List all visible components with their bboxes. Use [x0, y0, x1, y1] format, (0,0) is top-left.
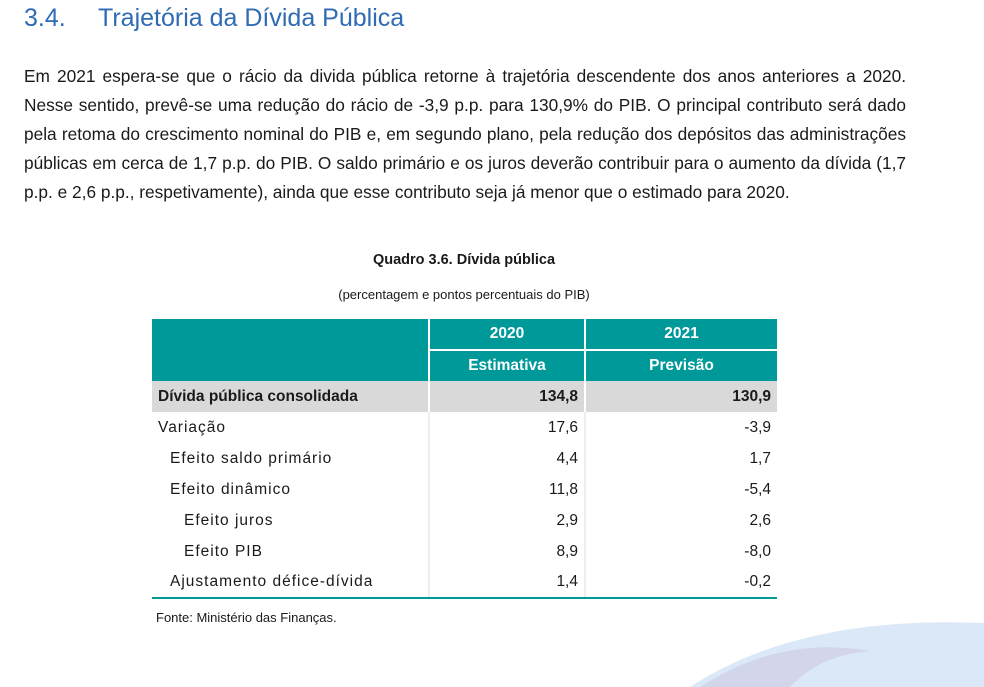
cell-2020: 2,9	[428, 505, 585, 536]
cell-2021: -5,4	[584, 474, 777, 505]
cell-2021: -3,9	[584, 412, 777, 443]
cell-2021: 1,7	[584, 443, 777, 474]
table-row: Variação 17,6 -3,9	[152, 412, 777, 443]
cell-2020: 11,8	[428, 474, 585, 505]
cell-2021: 130,9	[584, 381, 777, 412]
table-row: Efeito dinâmico 11,8 -5,4	[152, 474, 777, 505]
cell-2020: 8,9	[428, 536, 585, 567]
cell-2021: -8,0	[584, 536, 777, 567]
header-2020: 2020	[428, 319, 585, 351]
body-paragraph: Em 2021 espera-se que o rácio da divida …	[24, 66, 906, 202]
cell-2021: -0,2	[584, 567, 777, 599]
section-heading: 3.4. Trajetória da Dívida Pública	[24, 4, 404, 33]
header-2021: 2021	[584, 319, 777, 351]
header-estimativa: Estimativa	[428, 350, 585, 381]
table-caption: Quadro 3.6. Dívida pública	[372, 252, 556, 268]
cell-2020: 4,4	[428, 443, 585, 474]
row-label: Efeito saldo primário	[170, 449, 333, 467]
table-row: Efeito PIB 8,9 -8,0	[152, 536, 777, 567]
row-label: Variação	[158, 418, 227, 436]
row-label: Ajustamento défice-dívida	[152, 567, 429, 599]
section-number: 3.4.	[24, 4, 66, 32]
row-label: Dívida pública consolidada	[152, 381, 429, 412]
header-empty	[152, 319, 429, 381]
row-label: Efeito PIB	[184, 542, 263, 560]
cell-2020: 1,4	[428, 567, 585, 599]
table-row: Efeito juros 2,9 2,6	[152, 505, 777, 536]
row-label: Efeito dinâmico	[170, 480, 291, 498]
table-subcaption: (percentagem e pontos percentuais do PIB…	[338, 287, 590, 302]
cell-2020: 17,6	[428, 412, 585, 443]
cell-2020: 134,8	[428, 381, 585, 412]
decorative-swoosh	[690, 622, 984, 687]
table-row: Efeito saldo primário 4,4 1,7	[152, 443, 777, 474]
header-previsao: Previsão	[584, 350, 777, 381]
header-row-kinds: Estimativa Previsão	[152, 350, 777, 381]
table-row: Dívida pública consolidada 134,8 130,9	[152, 381, 777, 412]
row-label: Efeito juros	[184, 511, 274, 529]
cell-2021: 2,6	[584, 505, 777, 536]
debt-table: 2020 2021 Estimativa Previsão Dívida púb…	[152, 319, 777, 599]
table-row: Ajustamento défice-dívida 1,4 -0,2	[152, 567, 777, 599]
section-title: Trajetória da Dívida Pública	[98, 4, 405, 32]
table-source: Fonte: Ministério das Finanças.	[156, 610, 337, 625]
header-row-years: 2020 2021	[152, 319, 777, 381]
